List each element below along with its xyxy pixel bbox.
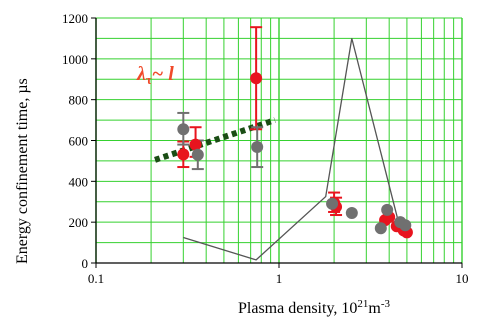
x-tick-label: 0.1: [88, 271, 104, 286]
trend-line: [183, 38, 400, 261]
tick-labels: 0 200 400 600 800 1000 1200 0.1 1 10: [62, 11, 469, 286]
data-point-gray: [399, 219, 412, 232]
y-tick-label: 200: [69, 215, 89, 230]
data-point-gray: [374, 222, 387, 235]
data-point-red: [250, 72, 263, 85]
data-points: [177, 72, 413, 239]
y-tick-label: 1200: [62, 11, 88, 26]
x-axis-title: Plasma density, 1021m-3: [238, 298, 391, 317]
y-tick-label: 600: [69, 134, 89, 149]
y-tick-label: 0: [82, 256, 89, 271]
data-point-red: [177, 148, 190, 161]
x-tick-label: 1: [276, 271, 283, 286]
y-axis-title: Energy confinement time, µs: [14, 78, 31, 264]
annotation: λτ~ l: [136, 63, 174, 87]
data-point-gray: [177, 123, 190, 136]
x-tick-label: 10: [456, 271, 469, 286]
data-point-red: [189, 138, 202, 151]
y-tick-label: 1000: [62, 52, 88, 67]
data-point-gray: [345, 206, 358, 219]
plot-lines: [154, 38, 400, 261]
y-tick-label: 400: [69, 174, 89, 189]
data-point-gray: [251, 141, 264, 154]
data-point-gray: [381, 203, 394, 216]
fit-line: [154, 117, 276, 163]
data-point-gray: [326, 197, 339, 210]
y-tick-label: 800: [69, 93, 89, 108]
data-point-gray: [191, 148, 204, 161]
